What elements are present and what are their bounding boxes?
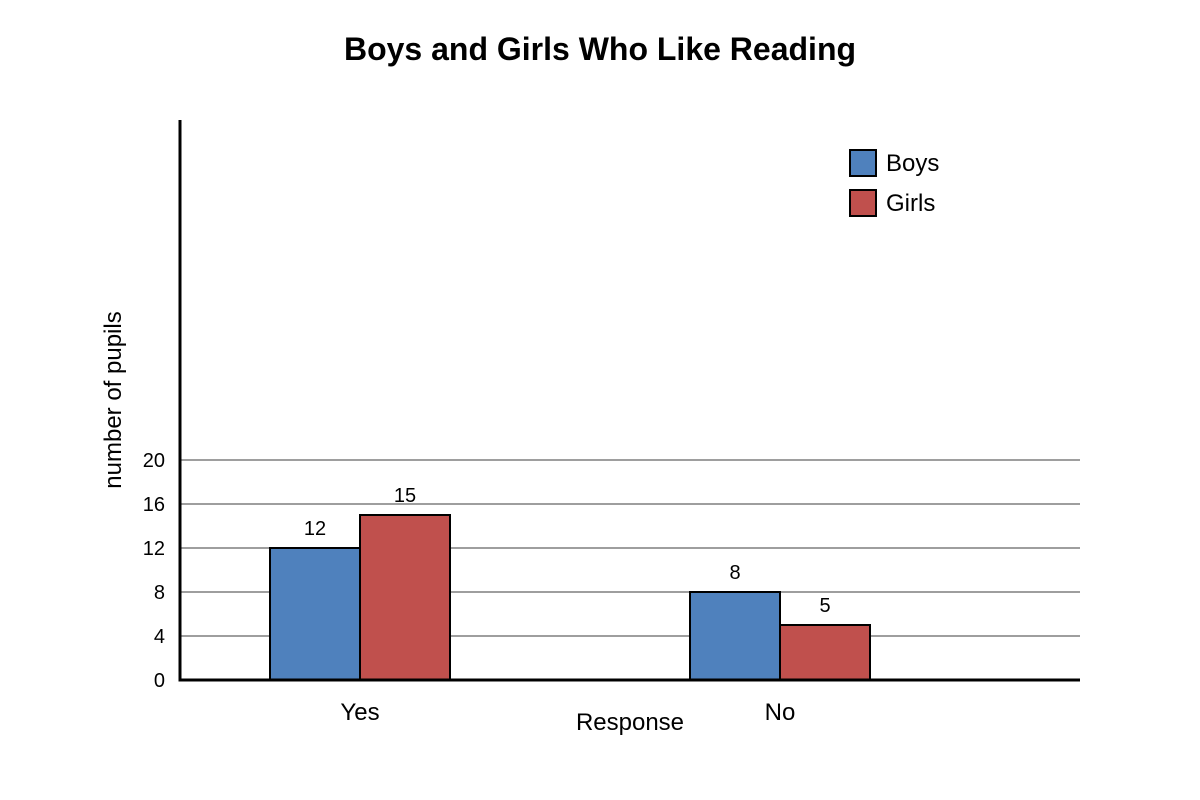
legend-swatch-girls [849,189,877,217]
data-label: 5 [819,595,830,617]
data-labels: 12 15 8 5 [304,485,831,617]
bars [269,514,871,681]
legend-swatch-boys [849,149,877,177]
y-tick-label: 12 [143,538,165,560]
bar-girls-yes [359,514,451,681]
legend-label-girls: Girls [886,190,935,217]
x-category-label: Yes [340,699,379,726]
y-tick-label: 0 [154,670,165,692]
bar-girls-no [779,624,871,681]
y-tick-label: 20 [143,450,165,472]
data-label: 15 [394,485,416,507]
data-label: 12 [304,518,326,540]
bar-boys-no [689,591,781,681]
x-category-label: No [765,699,796,726]
data-label: 8 [729,562,740,584]
legend: Boys Girls [849,149,939,217]
legend-label-boys: Boys [886,150,939,177]
y-axis-label: number of pupils [100,311,127,488]
y-tick-label: 4 [154,626,165,648]
y-tick-labels: 0 4 8 12 16 20 [143,450,165,692]
chart-title: Boys and Girls Who Like Reading [344,31,856,67]
x-axis-label: Response [576,709,684,736]
bar-boys-yes [269,547,361,681]
x-category-labels: Yes No [340,699,795,726]
y-tick-label: 16 [143,494,165,516]
y-tick-label: 8 [154,582,165,604]
